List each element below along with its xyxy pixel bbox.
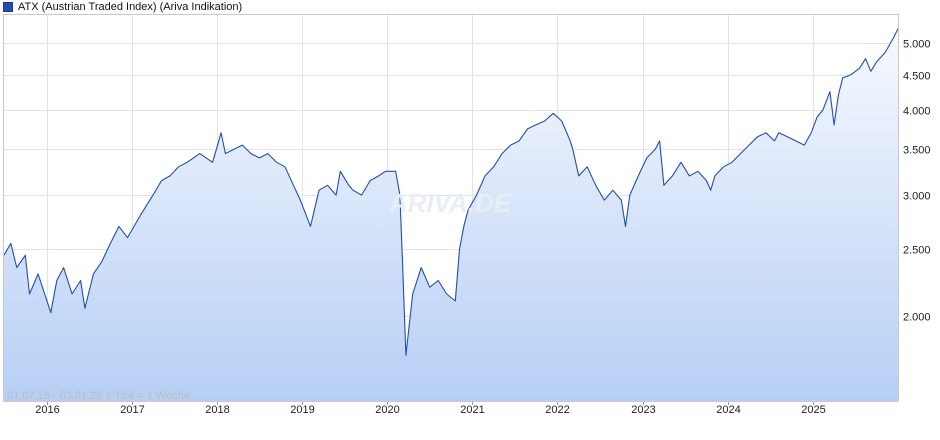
y-tick-label: 3.000 [903,191,931,203]
y-tick-label: 4.000 [903,106,931,118]
x-tick-label: 2023 [631,404,655,416]
legend-swatch [3,2,13,12]
x-tick-label: 2025 [801,404,825,416]
x-tick-label: 2018 [205,404,229,416]
x-tick-label: 2017 [120,404,144,416]
x-tick-label: 2021 [460,404,484,416]
x-tick-label: 2020 [375,404,399,416]
y-tick-label: 4.500 [903,71,931,83]
y-tick-label: 2.000 [903,312,931,324]
series-area [4,28,898,402]
y-tick-label: 2.500 [903,245,931,257]
watermark: ARIVA.DE [388,188,512,218]
y-tick-label: 3.500 [903,145,931,157]
x-tick-label: 2016 [35,404,59,416]
x-tick-label: 2024 [716,404,740,416]
plot-border [3,14,899,402]
series-line [3,28,899,356]
legend: ATX (Austrian Traded Index) (Ariva Indik… [3,1,242,13]
x-tick-label: 2022 [545,404,569,416]
legend-label: ATX (Austrian Traded Index) (Ariva Indik… [18,1,243,13]
y-tick-label: 5.000 [903,39,931,51]
x-tick-label: 2019 [290,404,314,416]
footer-note: 01.07.15 - 03.01.26 1 Tick = 1 Woche [7,390,190,402]
